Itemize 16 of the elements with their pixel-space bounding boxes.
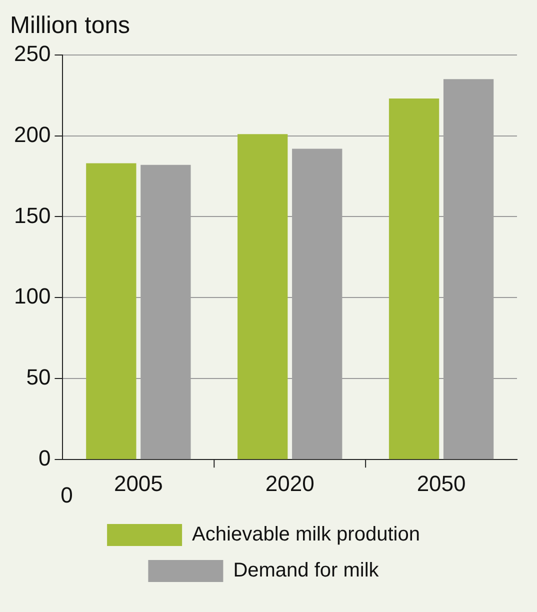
y-tick-label: 100 xyxy=(14,284,51,309)
x-tick-label: 2005 xyxy=(114,470,163,496)
legend-label: Achievable milk prodution xyxy=(192,524,420,546)
y-tick-label: 150 xyxy=(14,202,51,228)
legend-label: Demand for milk xyxy=(233,560,380,582)
y-tick-label: 200 xyxy=(14,122,51,147)
text: 0 xyxy=(60,482,73,508)
bar xyxy=(238,134,288,460)
y-tick-label: 0 xyxy=(38,446,51,471)
x-tick-label: 2020 xyxy=(265,470,314,496)
y-axis-title: Million tons xyxy=(10,12,130,40)
y-tick-label: 50 xyxy=(26,364,51,390)
y-tick-label: 250 xyxy=(14,40,51,66)
x-tick-label: 2050 xyxy=(416,470,466,496)
bar xyxy=(86,163,136,460)
bar xyxy=(388,98,440,460)
